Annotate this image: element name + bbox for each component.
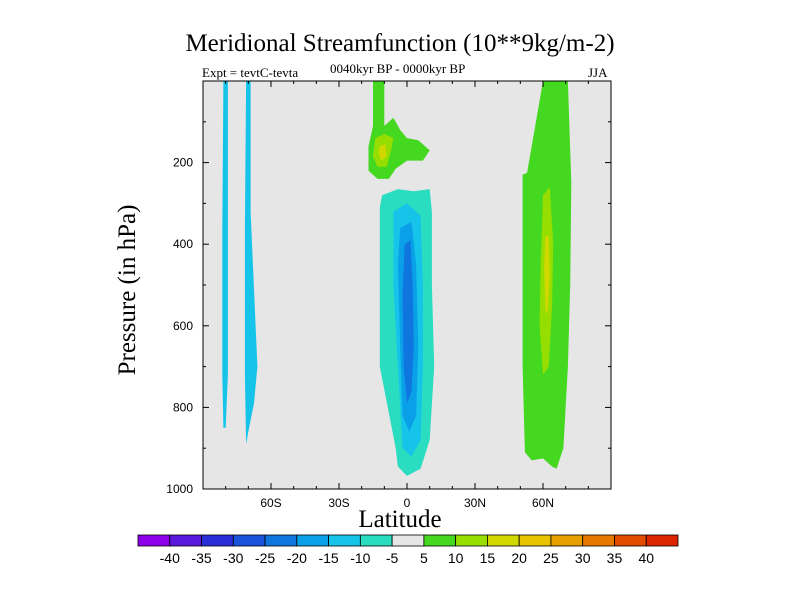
y-tick-label: 800	[173, 400, 193, 414]
colorbar: -40 -35 -30 -25 -20 -15 -10 -5 5 10 15 20 25 30 35 40	[137, 534, 679, 566]
streamfunction-region-upper-positive-max	[378, 144, 387, 161]
streamfunction-region-sh-high-lat-1	[222, 81, 228, 428]
x-axis-title: Latitude	[358, 506, 442, 533]
colorbar-label: -15	[318, 550, 338, 566]
experiment-label: Expt = tevtC-tevta	[202, 65, 299, 80]
colorbar-label: 15	[480, 550, 496, 566]
colorbar-label: 35	[607, 550, 623, 566]
colorbar-swatch	[582, 534, 615, 547]
plot-area: 60S 30S 0 30N 60N 200 400 600 800 1000	[166, 80, 612, 510]
colorbar-swatch	[359, 534, 393, 547]
colorbar-swatch	[169, 534, 202, 547]
colorbar-label: -5	[386, 550, 399, 566]
colorbar-label: 25	[543, 550, 559, 566]
colorbar-swatch	[201, 534, 234, 547]
y-tick-label: 200	[173, 156, 193, 170]
streamfunction-region-nh-midlat-max	[544, 236, 550, 314]
y-tick-label: 600	[173, 319, 193, 333]
colorbar-swatch	[391, 534, 425, 547]
colorbar-label: -20	[287, 550, 307, 566]
colorbar-swatch	[328, 534, 361, 547]
streamfunction-region-tropical-negative-20	[402, 240, 414, 404]
colorbar-swatch	[550, 534, 584, 547]
colorbar-label: 20	[511, 550, 527, 566]
colorbar-label: 5	[420, 550, 428, 566]
colorbar-label: 30	[575, 550, 591, 566]
y-tick-label: 1000	[166, 482, 193, 496]
colorbar-swatch	[423, 534, 457, 547]
colorbar-swatch	[614, 534, 647, 547]
chart-title: Meridional Streamfunction (10**9kg/m-2)	[185, 30, 615, 57]
colorbar-swatch	[232, 534, 266, 547]
colorbar-swatch	[296, 534, 329, 547]
colorbar-label: -25	[255, 550, 275, 566]
colorbar-swatch	[487, 534, 520, 547]
colorbar-label: 10	[448, 550, 464, 566]
colorbar-swatch	[137, 534, 171, 547]
x-tick-label: 30S	[328, 496, 349, 510]
colorbar-swatch	[455, 534, 488, 547]
colorbar-swatch	[264, 534, 298, 547]
season-label: JJA	[588, 65, 608, 80]
x-tick-label: 0	[404, 496, 411, 510]
colorbar-label: 40	[638, 550, 654, 566]
x-tick-label: 30N	[464, 496, 486, 510]
y-tick-label: 400	[173, 237, 193, 251]
x-tick-label: 60N	[532, 496, 554, 510]
streamfunction-region-sh-high-lat-2	[244, 81, 258, 445]
colorbar-label: -40	[160, 550, 180, 566]
colorbar-swatch	[645, 534, 679, 547]
colorbar-label: -35	[191, 550, 211, 566]
colorbar-swatch	[518, 534, 552, 547]
colorbar-label: -10	[350, 550, 370, 566]
x-tick-label: 60S	[260, 496, 281, 510]
colorbar-label: -30	[223, 550, 243, 566]
chart-subtitle: 0040kyr BP - 0000kyr BP	[330, 61, 466, 76]
